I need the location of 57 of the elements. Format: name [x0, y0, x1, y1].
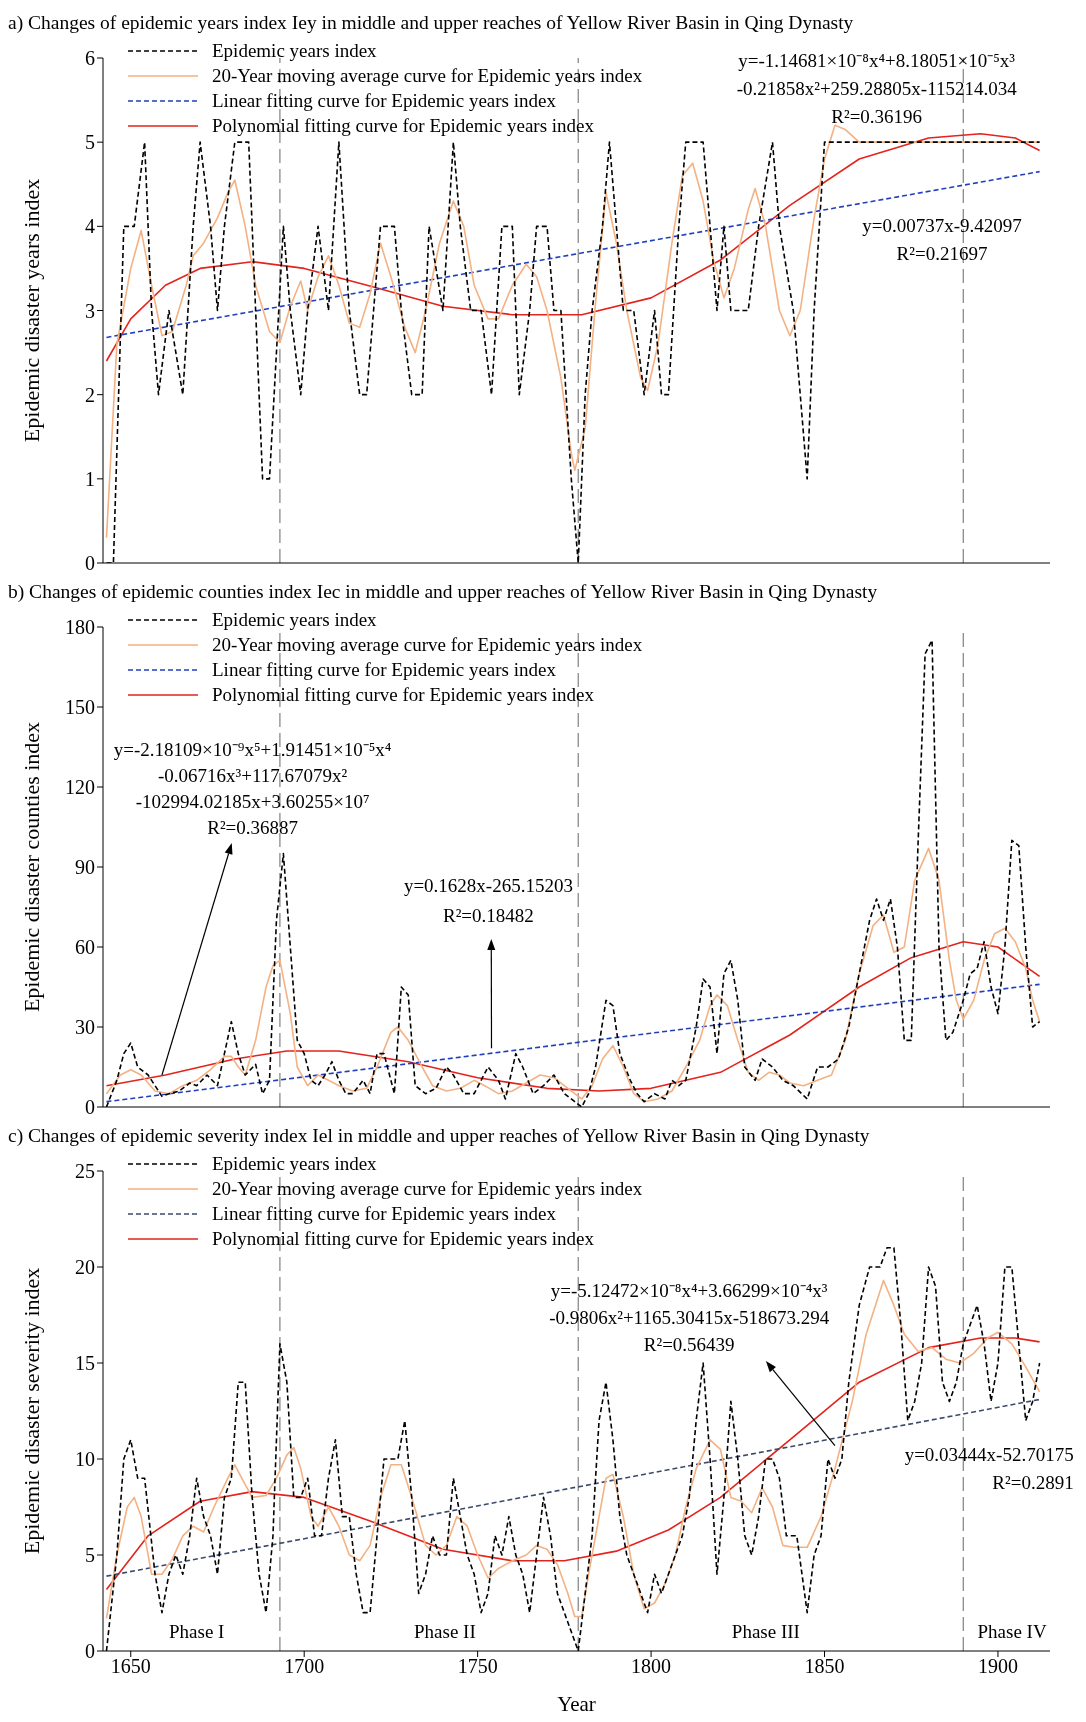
y-tick-label: 30 [75, 1016, 95, 1039]
y-tick-label: 1 [85, 467, 95, 490]
legend-label: Polynomial fitting curve for Epidemic years index [212, 1227, 595, 1250]
legend-label: Epidemic years index [212, 39, 377, 62]
line-series [105, 940, 1041, 1092]
legend-label: Polynomial fitting curve for Epidemic years index [212, 114, 595, 137]
y-tick-label: 5 [85, 131, 95, 154]
x-tick-label: 1800 [631, 1655, 672, 1678]
y-tick-label: 5 [85, 1544, 95, 1567]
annotation: Phase II [413, 1619, 476, 1644]
annotation: y=-5.12472×10⁻⁸x⁴+3.66299×10⁻⁴x³ -0.9806x²+1165.30415x-518673.294 R²=0.56439 [549, 1278, 830, 1357]
legend-label: Epidemic years index [212, 1152, 377, 1175]
legend-label: 20-Year moving average curve for Epidemic years index [212, 633, 643, 656]
legend-label: 20-Year moving average curve for Epidemic years index [212, 1177, 643, 1200]
annotation: y=-2.18109×10⁻⁹x⁵+1.91451×10⁻⁵x⁴ -0.06716x³+117.67079x² -102994.02185x+3.60255×10⁷ R²=0.36887 [113, 737, 392, 840]
y-tick-label: 0 [85, 552, 95, 575]
annotation: Phase IV [977, 1619, 1047, 1644]
y-tick-label: 60 [75, 936, 95, 959]
y-tick-label: 0 [85, 1096, 95, 1119]
legend-label: Polynomial fitting curve for Epidemic years index [212, 683, 595, 706]
y-tick-label: 4 [85, 215, 95, 238]
annotation: y=-1.14681×10⁻⁸x⁴+8.18051×10⁻⁵x³ -0.21858x²+259.28805x-115214.034 R²=0.36196 [736, 48, 1017, 129]
annotation: Phase I [169, 1619, 225, 1644]
y-tick-label: 180 [65, 616, 95, 639]
x-tick-label: 1900 [977, 1655, 1018, 1678]
x-axis-title: Year [557, 1692, 596, 1716]
legend-label: Linear fitting curve for Epidemic years index [212, 89, 556, 112]
y-tick-label: 6 [85, 47, 95, 70]
chart-title: c) Changes of epidemic severity index Iel in middle and upper reaches of Yellow River Basin in Qing Dynasty [8, 1124, 871, 1148]
line-series [105, 847, 1041, 1103]
y-tick-label: 10 [75, 1448, 95, 1471]
y-tick-label: 120 [65, 776, 95, 799]
legend-label: 20-Year moving average curve for Epidemic years index [212, 64, 643, 87]
y-axis-title: Epidemic disaster counties index [18, 721, 44, 1013]
x-tick-label: 1750 [457, 1655, 498, 1678]
y-tick-label: 15 [75, 1352, 95, 1375]
chart-title: b) Changes of epidemic counties index Iec in middle and upper reaches of Yellow River Basin in Qing Dynasty [8, 580, 879, 604]
x-tick-label: 1850 [804, 1655, 845, 1678]
annotation: y=0.00737x-9.42097 R²=0.21697 [862, 214, 1022, 267]
legend-label: Linear fitting curve for Epidemic years index [212, 658, 556, 681]
y-tick-label: 25 [75, 1160, 95, 1183]
y-tick-label: 20 [75, 1256, 95, 1279]
annotation: Phase III [731, 1619, 800, 1644]
legend-label: Epidemic years index [212, 608, 377, 631]
y-tick-label: 150 [65, 696, 95, 719]
y-tick-label: 3 [85, 299, 95, 322]
y-tick-label: 0 [85, 1640, 95, 1663]
chart-title: a) Changes of epidemic years index Iey in middle and upper reaches of Yellow River Basin in Qing Dynasty [8, 11, 855, 35]
legend-label: Linear fitting curve for Epidemic years index [212, 1202, 556, 1225]
y-axis-title: Epidemic disaster severity index [18, 1267, 44, 1555]
y-axis-title: Epidemic disaster years index [18, 178, 44, 443]
annotation: y=0.03444x-52.70175 R²=0.2891 [904, 1443, 1074, 1496]
y-tick-label: 90 [75, 856, 95, 879]
x-tick-label: 1650 [110, 1655, 151, 1678]
annotation: y=0.1628x-265.15203 R²=0.18482 [403, 873, 573, 928]
x-tick-label: 1700 [284, 1655, 325, 1678]
y-tick-label: 2 [85, 383, 95, 406]
